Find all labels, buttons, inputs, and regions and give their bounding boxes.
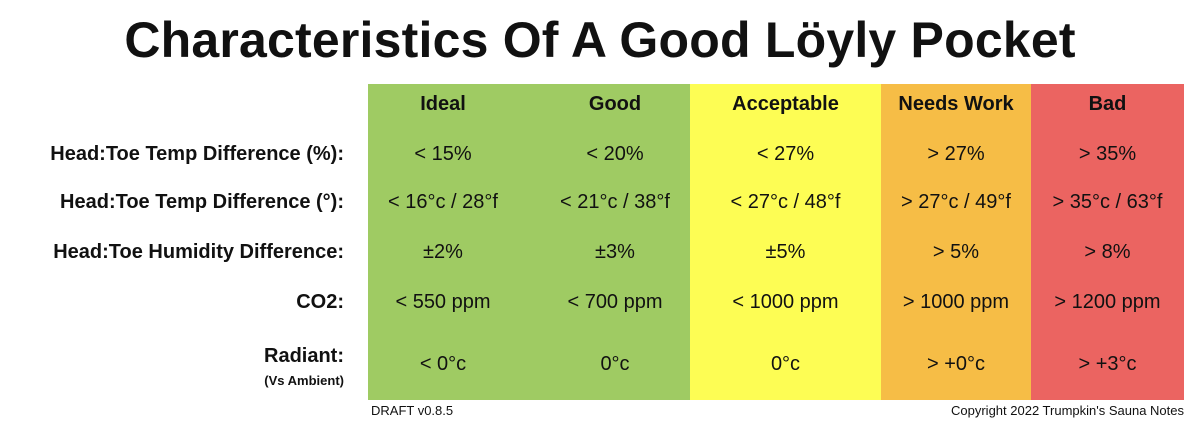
row-label-humidity: Head:Toe Humidity Difference: (53, 241, 344, 263)
row-sublabel-vs-ambient: (Vs Ambient) (264, 373, 344, 388)
draft-version-label: DRAFT v0.8.5 (371, 403, 454, 418)
bad-column-background (1031, 84, 1184, 400)
cell-co2-bad: > 1200 ppm (1054, 291, 1161, 313)
cell-temp-percent-bad: > 35% (1078, 143, 1137, 165)
cell-humidity-needs-work: > 5% (932, 241, 980, 263)
row-label-temp-percent: Head:Toe Temp Difference (%): (50, 143, 344, 165)
column-header-bad: Bad (1088, 93, 1127, 115)
cell-radiant-bad: > +3°c (1078, 353, 1137, 375)
cell-radiant-good: 0°c (600, 353, 630, 375)
acceptable-column-background (690, 84, 881, 400)
ideal-good-column-background (368, 84, 690, 400)
cell-temp-percent-good: < 20% (586, 143, 644, 165)
cell-co2-needs-work: > 1000 ppm (902, 291, 1010, 313)
copyright-notice: Copyright 2022 Trumpkin's Sauna Notes (951, 403, 1184, 418)
cell-co2-acceptable: < 1000 ppm (732, 291, 839, 313)
cell-temp-percent-needs-work: > 27% (927, 143, 985, 165)
cell-temp-degrees-ideal: < 16°c / 28°f (388, 191, 498, 213)
cell-humidity-bad: > 8% (1084, 241, 1131, 263)
cell-temp-degrees-bad: > 35°c / 63°f (1052, 191, 1163, 213)
row-label-radiant: Radiant: (264, 345, 344, 367)
cell-co2-ideal: < 550 ppm (395, 291, 491, 313)
column-header-needs-work: Needs Work (898, 93, 1014, 115)
cell-temp-degrees-needs-work: > 27°c / 49°f (901, 191, 1011, 213)
cell-co2-good: < 700 ppm (567, 291, 663, 313)
row-label-co2: CO2: (296, 291, 344, 313)
cell-humidity-good: ±3% (595, 241, 635, 263)
cell-radiant-ideal: < 0°c (419, 353, 467, 375)
cell-humidity-ideal: ±2% (423, 241, 463, 263)
row-label-temp-degrees: Head:Toe Temp Difference (°): (60, 191, 344, 213)
column-header-good: Good (588, 93, 642, 115)
page-title: Characteristics Of A Good Löyly Pocket (124, 12, 1076, 68)
column-header-ideal: Ideal (420, 93, 466, 115)
cell-temp-percent-ideal: < 15% (414, 143, 472, 165)
cell-radiant-needs-work: > +0°c (926, 353, 986, 375)
cell-temp-degrees-good: < 21°c / 38°f (560, 191, 670, 213)
column-header-acceptable: Acceptable (732, 93, 839, 115)
cell-humidity-acceptable: ±5% (765, 241, 806, 263)
cell-radiant-acceptable: 0°c (770, 353, 801, 375)
needs-work-column-background (881, 84, 1031, 400)
cell-temp-degrees-acceptable: < 27°c / 48°f (730, 191, 841, 213)
cell-temp-percent-acceptable: < 27% (756, 143, 815, 165)
